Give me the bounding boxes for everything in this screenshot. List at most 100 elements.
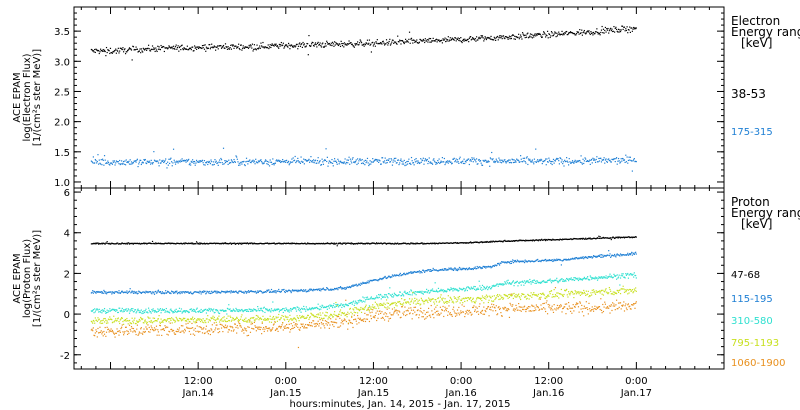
data-point bbox=[356, 43, 358, 45]
data-point bbox=[592, 31, 595, 34]
series-47-68 bbox=[90, 235, 637, 247]
data-point bbox=[448, 160, 450, 162]
data-point bbox=[172, 45, 175, 47]
data-point bbox=[432, 242, 434, 244]
data-point bbox=[174, 161, 176, 163]
data-point bbox=[345, 43, 347, 45]
data-point bbox=[474, 159, 476, 161]
data-point bbox=[241, 243, 244, 245]
data-point bbox=[616, 30, 618, 32]
data-point bbox=[428, 269, 430, 271]
data-point bbox=[524, 240, 526, 242]
data-point bbox=[552, 260, 554, 263]
data-point bbox=[258, 290, 260, 292]
data-point bbox=[247, 290, 250, 292]
data-point bbox=[394, 274, 396, 276]
data-point bbox=[352, 157, 354, 159]
data-point bbox=[96, 242, 98, 244]
data-point bbox=[486, 266, 488, 268]
data-point bbox=[159, 242, 161, 245]
data-point bbox=[128, 242, 130, 244]
data-point bbox=[255, 48, 257, 50]
data-point bbox=[249, 290, 251, 293]
data-point bbox=[186, 242, 188, 244]
data-point bbox=[511, 240, 513, 242]
data-point bbox=[376, 303, 378, 305]
data-point bbox=[432, 159, 434, 161]
data-point bbox=[329, 304, 331, 306]
data-point bbox=[143, 322, 145, 324]
data-point bbox=[527, 260, 530, 262]
data-point bbox=[180, 308, 183, 310]
data-point bbox=[173, 242, 175, 245]
data-point bbox=[320, 46, 323, 48]
data-point bbox=[534, 33, 536, 35]
data-point bbox=[325, 148, 327, 150]
data-point bbox=[572, 161, 574, 163]
data-point bbox=[447, 160, 449, 162]
data-point bbox=[123, 309, 125, 311]
data-point bbox=[380, 42, 382, 44]
data-point bbox=[553, 239, 555, 241]
data-point bbox=[309, 307, 311, 309]
data-point bbox=[99, 51, 101, 53]
data-point bbox=[580, 155, 582, 157]
data-point bbox=[136, 321, 139, 323]
data-point bbox=[378, 242, 380, 245]
data-point bbox=[437, 270, 440, 272]
data-point bbox=[550, 162, 552, 165]
data-point bbox=[410, 271, 412, 273]
data-point bbox=[254, 291, 256, 293]
data-point bbox=[471, 287, 473, 289]
data-point bbox=[186, 48, 188, 51]
data-point bbox=[425, 291, 427, 293]
data-point bbox=[136, 309, 139, 311]
data-point bbox=[220, 290, 223, 292]
data-point bbox=[471, 157, 473, 159]
data-point bbox=[188, 292, 190, 294]
data-point bbox=[118, 290, 120, 292]
data-point bbox=[503, 261, 505, 263]
data-point bbox=[477, 287, 479, 289]
data-point bbox=[169, 162, 171, 165]
data-point bbox=[229, 290, 231, 292]
series-38-53 bbox=[90, 25, 637, 61]
data-point bbox=[612, 159, 614, 161]
data-point bbox=[343, 312, 346, 314]
data-point bbox=[454, 288, 456, 290]
data-point bbox=[566, 238, 568, 241]
data-point bbox=[256, 162, 258, 164]
data-point bbox=[414, 271, 416, 273]
data-point bbox=[163, 292, 165, 294]
data-point bbox=[302, 41, 304, 44]
data-point bbox=[371, 306, 373, 308]
data-point bbox=[498, 240, 501, 242]
data-point bbox=[459, 288, 461, 290]
data-point bbox=[259, 242, 261, 245]
data-point bbox=[364, 242, 366, 245]
data-point bbox=[266, 46, 268, 49]
data-point bbox=[296, 43, 298, 46]
data-point bbox=[374, 298, 376, 300]
data-point bbox=[413, 164, 415, 166]
data-point bbox=[171, 165, 173, 167]
data-point bbox=[556, 238, 559, 241]
data-point bbox=[411, 271, 413, 273]
data-point bbox=[282, 289, 284, 291]
data-point bbox=[543, 239, 545, 241]
data-point bbox=[289, 314, 291, 316]
data-point bbox=[184, 48, 186, 50]
data-point bbox=[187, 310, 189, 313]
data-point bbox=[345, 44, 348, 46]
y-tick-label: 6 bbox=[64, 188, 70, 199]
data-point bbox=[383, 294, 386, 296]
data-point bbox=[473, 241, 475, 243]
data-point bbox=[272, 162, 275, 165]
data-point bbox=[360, 306, 362, 309]
data-point bbox=[466, 39, 468, 42]
data-point bbox=[280, 161, 282, 163]
data-point bbox=[560, 264, 562, 266]
data-point bbox=[425, 159, 427, 161]
data-point bbox=[605, 237, 607, 239]
data-point bbox=[271, 43, 273, 45]
